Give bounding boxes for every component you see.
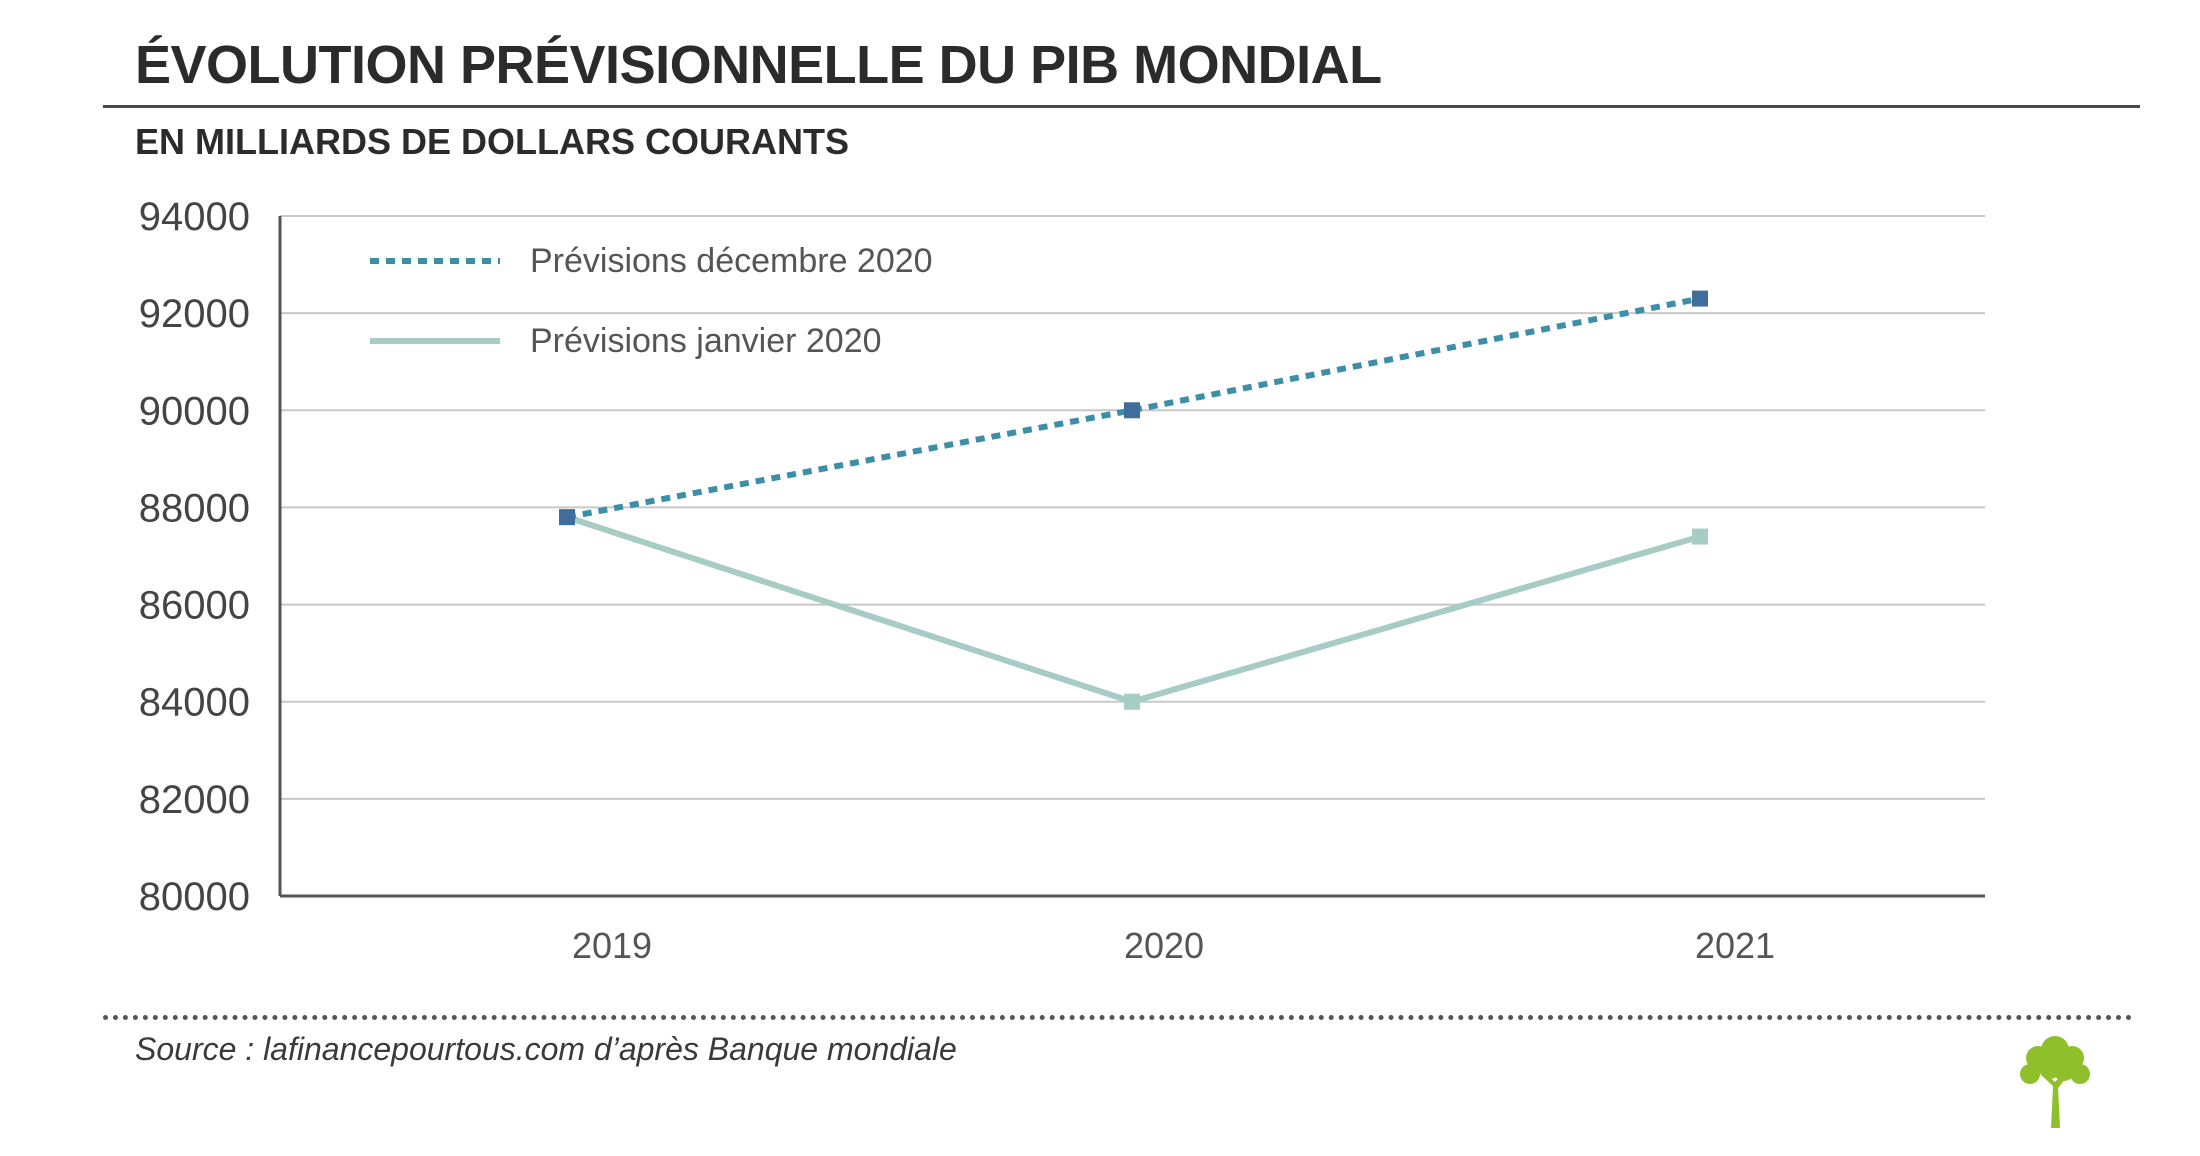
- data-point-decembre-2020: [559, 509, 575, 526]
- tree-icon: [2020, 1036, 2090, 1128]
- footer-divider: [103, 1015, 2133, 1020]
- logo-trunk: [2040, 1070, 2070, 1128]
- logo-foliage: [2020, 1064, 2040, 1084]
- series-line-decembre-2020: [566, 295, 1701, 521]
- data-point-janvier-2020: [1124, 693, 1140, 710]
- legend-label-janvier-2020: Prévisions janvier 2020: [530, 322, 882, 360]
- line-chart: 80000 82000 84000 86000 88000 90000 92000 94000…: [139, 195, 1985, 966]
- logo-foliage: [2070, 1064, 2090, 1084]
- x-tick-label: 2019: [572, 925, 652, 966]
- y-tick-label: 94000: [139, 195, 250, 239]
- x-tick-label: 2020: [1124, 925, 1204, 966]
- x-tick-label: 2021: [1695, 925, 1775, 966]
- series-line-janvier-2020: [566, 514, 1701, 705]
- legend-label-decembre-2020: Prévisions décembre 2020: [530, 242, 933, 280]
- data-point-decembre-2020: [1692, 290, 1708, 307]
- y-tick-label: 84000: [139, 681, 250, 725]
- y-tick-label: 82000: [139, 778, 250, 822]
- chart-title: ÉVOLUTION PRÉVISIONNELLE DU PIB MONDIAL: [135, 35, 1382, 95]
- y-tick-label: 86000: [139, 584, 250, 628]
- y-tick-label: 88000: [139, 486, 250, 530]
- y-tick-label: 90000: [139, 389, 250, 433]
- y-tick-label: 80000: [139, 875, 250, 919]
- data-point-decembre-2020: [1124, 402, 1140, 419]
- source-note: Source : lafinancepourtous.com d’après B…: [135, 1031, 957, 1067]
- title-rule: [103, 105, 2140, 108]
- logo-foliage: [2053, 1059, 2075, 1081]
- data-point-janvier-2020: [1692, 528, 1708, 545]
- y-tick-label: 92000: [139, 292, 250, 336]
- chart-subtitle: EN MILLIARDS DE DOLLARS COURANTS: [135, 121, 849, 162]
